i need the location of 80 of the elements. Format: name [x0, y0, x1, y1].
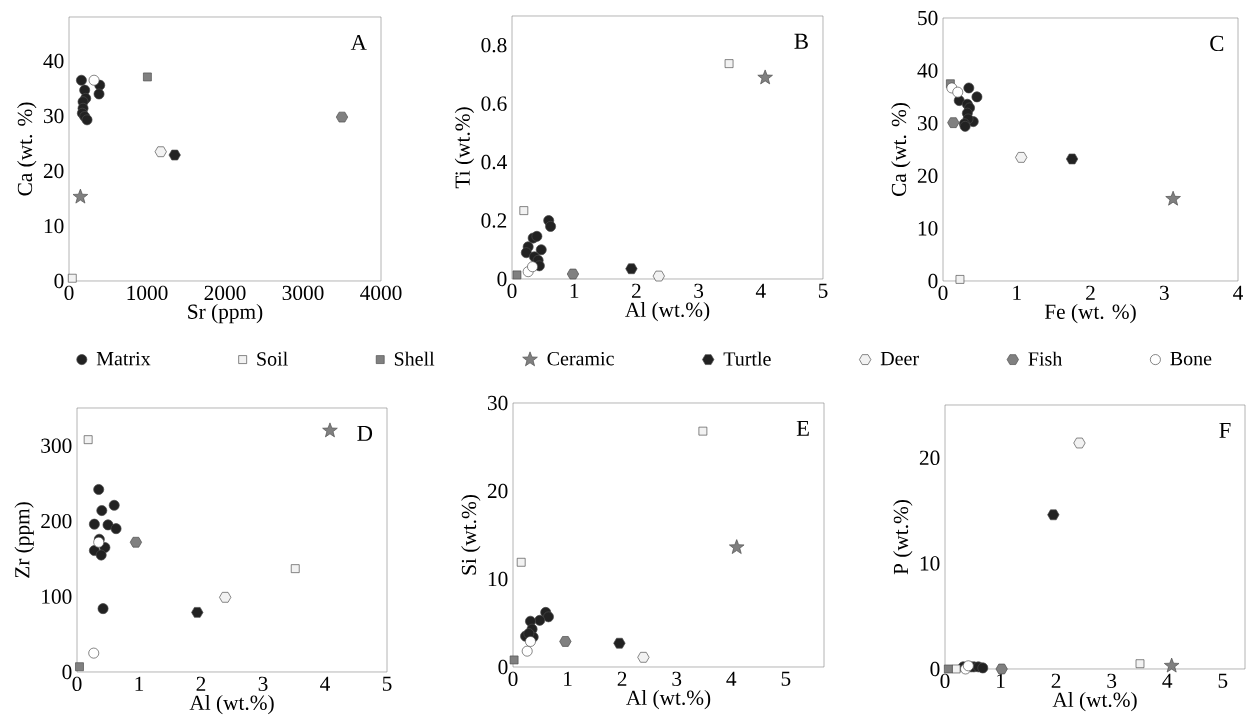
x-tick-label: 5 — [818, 283, 828, 298]
y-tick-label: 10 — [920, 556, 940, 571]
y-tick-label: 20 — [917, 168, 938, 183]
y-tick-label: 10 — [918, 221, 938, 236]
y-tick-label: 50 — [918, 10, 938, 26]
x-tick-label: 2 — [1051, 673, 1061, 688]
x-tick-label: 1 — [570, 283, 579, 298]
y-axis-title: Ca (wt. %) — [891, 103, 911, 197]
y-axis-title: Zr (ppm) — [14, 502, 34, 578]
annotation: B — [794, 33, 808, 49]
y-tick-label: 0.2 — [481, 213, 507, 228]
x-tick-label: 2000 — [204, 285, 246, 301]
y-tick-label: 30 — [487, 395, 508, 411]
legend-label: Turtle — [723, 351, 771, 366]
x-tick-label: 1 — [1013, 285, 1021, 300]
x-tick-label: 1 — [135, 676, 144, 691]
x-tick-label: 2 — [1086, 285, 1095, 300]
x-tick-label: 5 — [382, 676, 392, 691]
x-tick-label: 0 — [72, 676, 82, 692]
x-tick-label: 3 — [258, 676, 268, 692]
y-tick-label: 10 — [488, 571, 508, 587]
y-axis-title: P (wt.%) — [893, 500, 913, 575]
x-tick-label: 4 — [755, 283, 766, 298]
x-tick-label: 4 — [320, 676, 330, 691]
legend-label: Soil — [257, 351, 288, 366]
x-tick-label: 2 — [632, 283, 641, 298]
y-tick-label: 200 — [41, 513, 72, 529]
y-tick-label: 0 — [497, 271, 507, 287]
y-tick-label: 10 — [44, 218, 64, 234]
x-axis-title: Fe (wt. %) — [1044, 303, 1136, 324]
x-tick-label: 4 — [1162, 673, 1173, 688]
x-tick-label: 3 — [672, 671, 682, 687]
annotation: D — [357, 425, 373, 441]
y-tick-label: 100 — [42, 589, 72, 604]
x-tick-label: 5 — [1218, 673, 1228, 688]
x-tick-label: 1 — [997, 673, 1005, 688]
y-tick-label: 30 — [43, 108, 64, 124]
x-axis-title: Al (wt.%) — [1052, 691, 1137, 712]
legend-label: Matrix — [96, 351, 151, 366]
y-tick-label: 0 — [498, 659, 508, 675]
y-tick-label: 0.8 — [481, 37, 507, 53]
y-tick-label: 0.4 — [481, 154, 507, 170]
x-tick-label: 3 — [694, 283, 704, 299]
x-tick-label: 4000 — [360, 285, 402, 301]
y-axis-title: Si (wt.%) — [461, 495, 481, 575]
annotation: F — [1219, 422, 1231, 438]
x-axis-title: Al (wt.%) — [625, 301, 710, 322]
y-tick-label: 40 — [43, 53, 64, 69]
x-tick-label: 5 — [781, 671, 791, 686]
legend-label: Shell — [394, 351, 435, 366]
x-tick-label: 4 — [1233, 285, 1243, 300]
x-tick-label: 3 — [1107, 673, 1117, 689]
x-tick-label: 3000 — [282, 285, 324, 301]
x-tick-label: 4 — [726, 671, 737, 686]
x-tick-label: 1000 — [127, 285, 168, 301]
x-tick-label: 3 — [1159, 285, 1169, 301]
x-axis-title: Al (wt.%) — [189, 694, 274, 715]
y-tick-label: 20 — [43, 163, 64, 179]
y-tick-label: 300 — [41, 438, 72, 453]
x-axis-title: Al (wt.%) — [626, 689, 711, 710]
y-tick-label: 20 — [919, 450, 940, 465]
annotation: A — [350, 34, 367, 50]
y-axis-title: Ca (wt. %) — [17, 102, 37, 196]
annotation: C — [1210, 35, 1224, 52]
y-tick-label: 20 — [487, 483, 508, 499]
legend-label: Fish — [1028, 351, 1063, 366]
annotation: E — [796, 420, 809, 436]
x-tick-label: 0 — [508, 671, 518, 687]
legend-label: Ceramic — [547, 351, 614, 366]
x-axis-title: Sr (ppm) — [188, 303, 263, 324]
x-tick-label: 2 — [196, 676, 206, 691]
x-tick-label: 1 — [564, 671, 572, 686]
y-axis-title: Ti (wt.%) — [454, 107, 475, 189]
legend-label: Deer — [880, 352, 919, 366]
x-tick-label: 2 — [617, 671, 627, 686]
legend-label: Bone — [1170, 352, 1212, 366]
y-tick-label: 30 — [917, 116, 938, 131]
x-tick-label: 0 — [940, 673, 950, 689]
y-tick-label: 0.6 — [481, 96, 507, 111]
y-tick-label: 40 — [917, 63, 938, 78]
